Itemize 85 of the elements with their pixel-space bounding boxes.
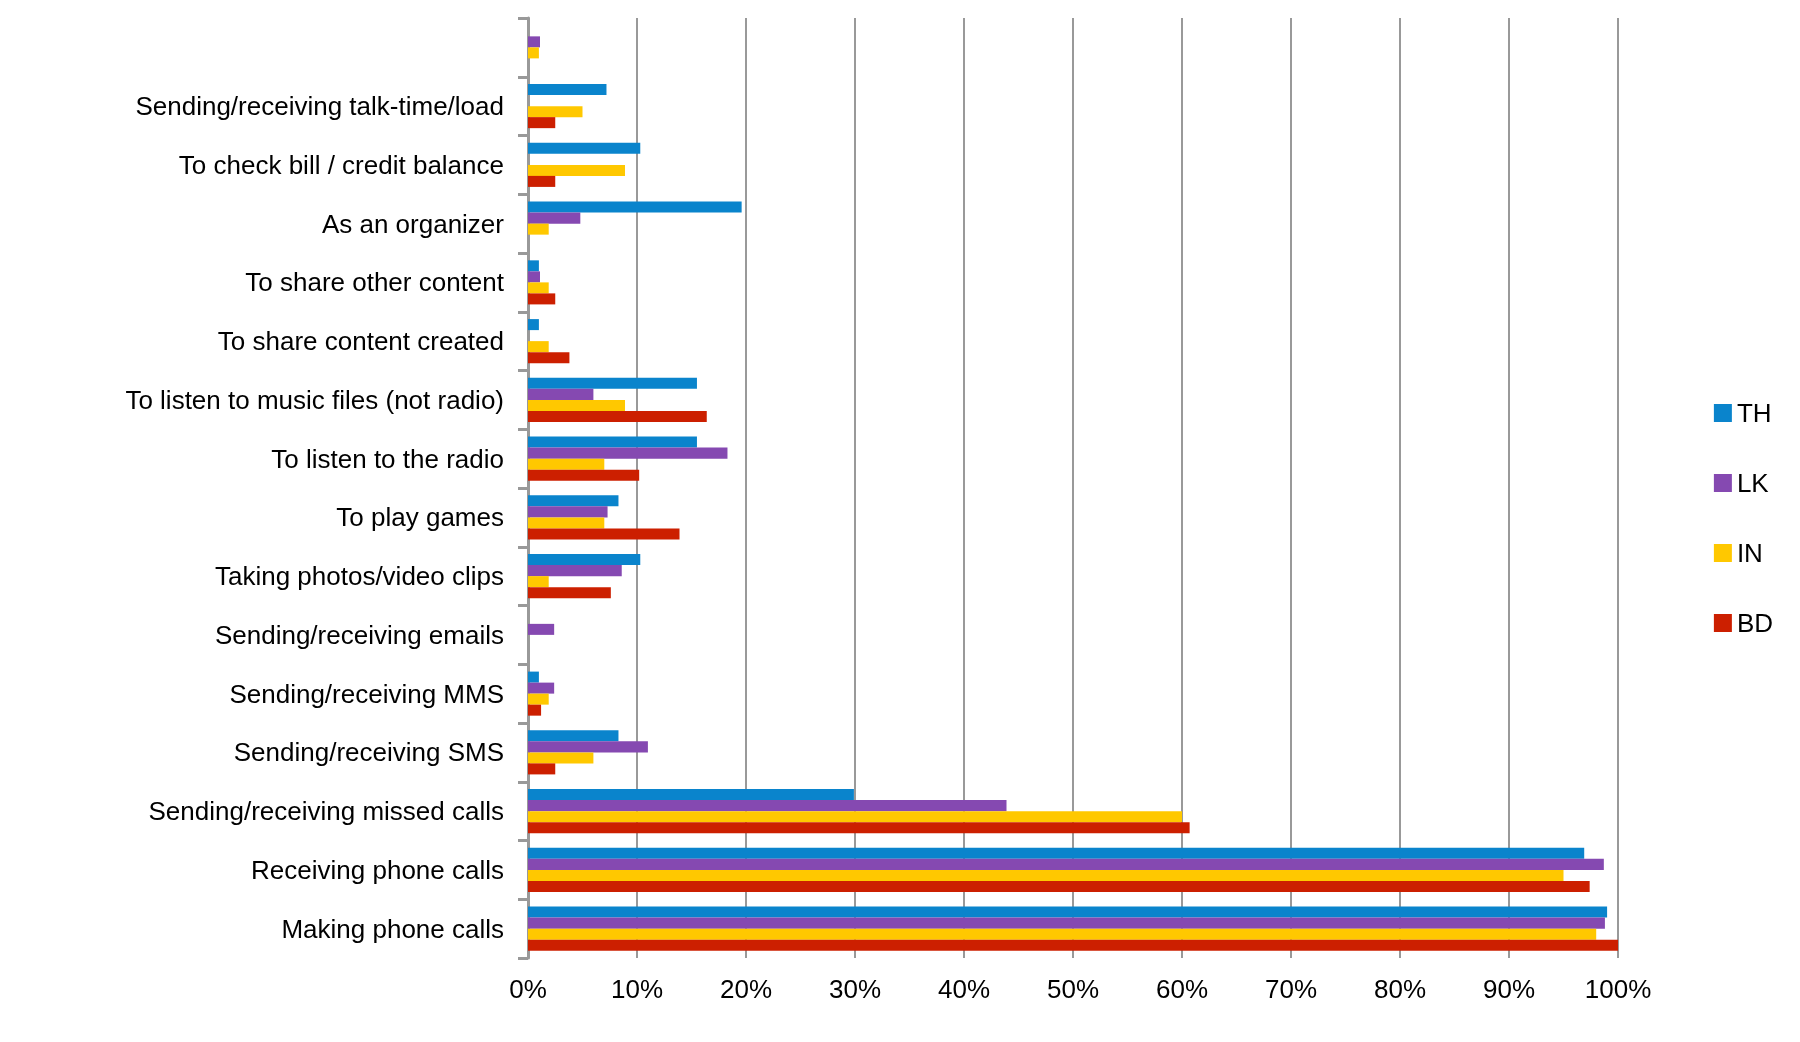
y-tick-label: Making phone calls xyxy=(281,913,504,944)
y-tick-label: To share other content xyxy=(245,267,505,298)
bar xyxy=(528,201,742,213)
bar xyxy=(528,554,641,566)
bar xyxy=(528,917,1605,929)
bar xyxy=(528,84,607,96)
x-tick-label: 0% xyxy=(509,974,547,1004)
x-tick-label: 10% xyxy=(610,974,664,1004)
bar xyxy=(528,399,626,411)
x-tick-label: 40% xyxy=(937,974,991,1004)
legend-label: LK xyxy=(1736,468,1770,498)
bar xyxy=(528,822,1190,834)
bar xyxy=(528,682,555,694)
bar xyxy=(528,47,539,59)
bar xyxy=(528,752,594,764)
bar xyxy=(528,319,539,331)
bar xyxy=(528,495,619,507)
y-tick-label: As an organizer xyxy=(321,208,505,239)
bar xyxy=(528,800,1007,812)
y-tick-label: Sending/receiving emails xyxy=(214,619,504,650)
y-tick-label: To listen to music files (not radio) xyxy=(125,384,504,415)
bar xyxy=(528,293,556,305)
x-tick-label: 60% xyxy=(1155,974,1209,1004)
bar xyxy=(528,410,707,422)
bar xyxy=(528,469,640,481)
y-tick-label: To check bill / credit balance xyxy=(178,149,504,180)
bar xyxy=(528,341,549,353)
legend-label: TH xyxy=(1736,398,1772,428)
x-tick-label: 70% xyxy=(1264,974,1318,1004)
bar xyxy=(528,436,697,448)
y-tick-label: Receiving phone calls xyxy=(251,854,504,885)
x-tick-label: 30% xyxy=(828,974,882,1004)
bar xyxy=(528,142,641,154)
bar xyxy=(528,741,648,753)
x-tick-label: 50% xyxy=(1046,974,1100,1004)
bar xyxy=(528,352,570,364)
bar xyxy=(528,906,1608,918)
bar xyxy=(528,671,539,683)
y-tick-label: To listen to the radio xyxy=(271,443,504,474)
bar xyxy=(528,528,680,540)
bar xyxy=(528,175,556,187)
bar xyxy=(528,928,1597,940)
x-tick-label: 80% xyxy=(1373,974,1427,1004)
bar xyxy=(528,623,555,635)
bar xyxy=(528,282,549,294)
y-tick-label: Sending/receiving SMS xyxy=(233,737,504,768)
bar xyxy=(528,106,583,118)
bar xyxy=(528,730,619,742)
bar xyxy=(528,506,608,518)
bar xyxy=(528,880,1590,892)
legend-label: IN xyxy=(1736,538,1763,568)
bar xyxy=(528,164,626,176)
bar xyxy=(528,377,697,389)
bar xyxy=(528,117,556,129)
bar xyxy=(528,458,605,470)
bar xyxy=(528,847,1585,859)
bar xyxy=(528,388,594,400)
bar xyxy=(528,858,1604,870)
bar xyxy=(528,260,539,272)
x-tick-label: 20% xyxy=(719,974,773,1004)
legend-label: BD xyxy=(1736,608,1774,638)
x-tick-label: 100% xyxy=(1584,974,1652,1004)
bar xyxy=(528,939,1618,951)
bar xyxy=(528,447,728,459)
y-tick-label: To share content created xyxy=(217,326,504,357)
bar xyxy=(528,587,611,599)
bar xyxy=(528,763,556,775)
y-tick-label: Sending/receiving MMS xyxy=(229,678,504,709)
bar xyxy=(528,212,581,224)
bar xyxy=(528,517,605,529)
bar xyxy=(528,789,854,801)
bar xyxy=(528,271,540,283)
bar xyxy=(528,811,1182,823)
bar xyxy=(528,704,542,716)
bar xyxy=(528,693,549,705)
bar xyxy=(528,869,1564,881)
bar xyxy=(528,223,549,235)
y-tick-label: Sending/receiving missed calls xyxy=(148,796,504,827)
bar xyxy=(528,565,622,577)
x-tick-label: 90% xyxy=(1482,974,1536,1004)
y-tick-label: To play games xyxy=(336,502,504,533)
bar xyxy=(528,576,549,588)
bar xyxy=(528,36,540,48)
y-tick-label: Taking photos/video clips xyxy=(214,561,504,592)
y-tick-label: Sending/receiving talk-time/load xyxy=(135,91,504,122)
